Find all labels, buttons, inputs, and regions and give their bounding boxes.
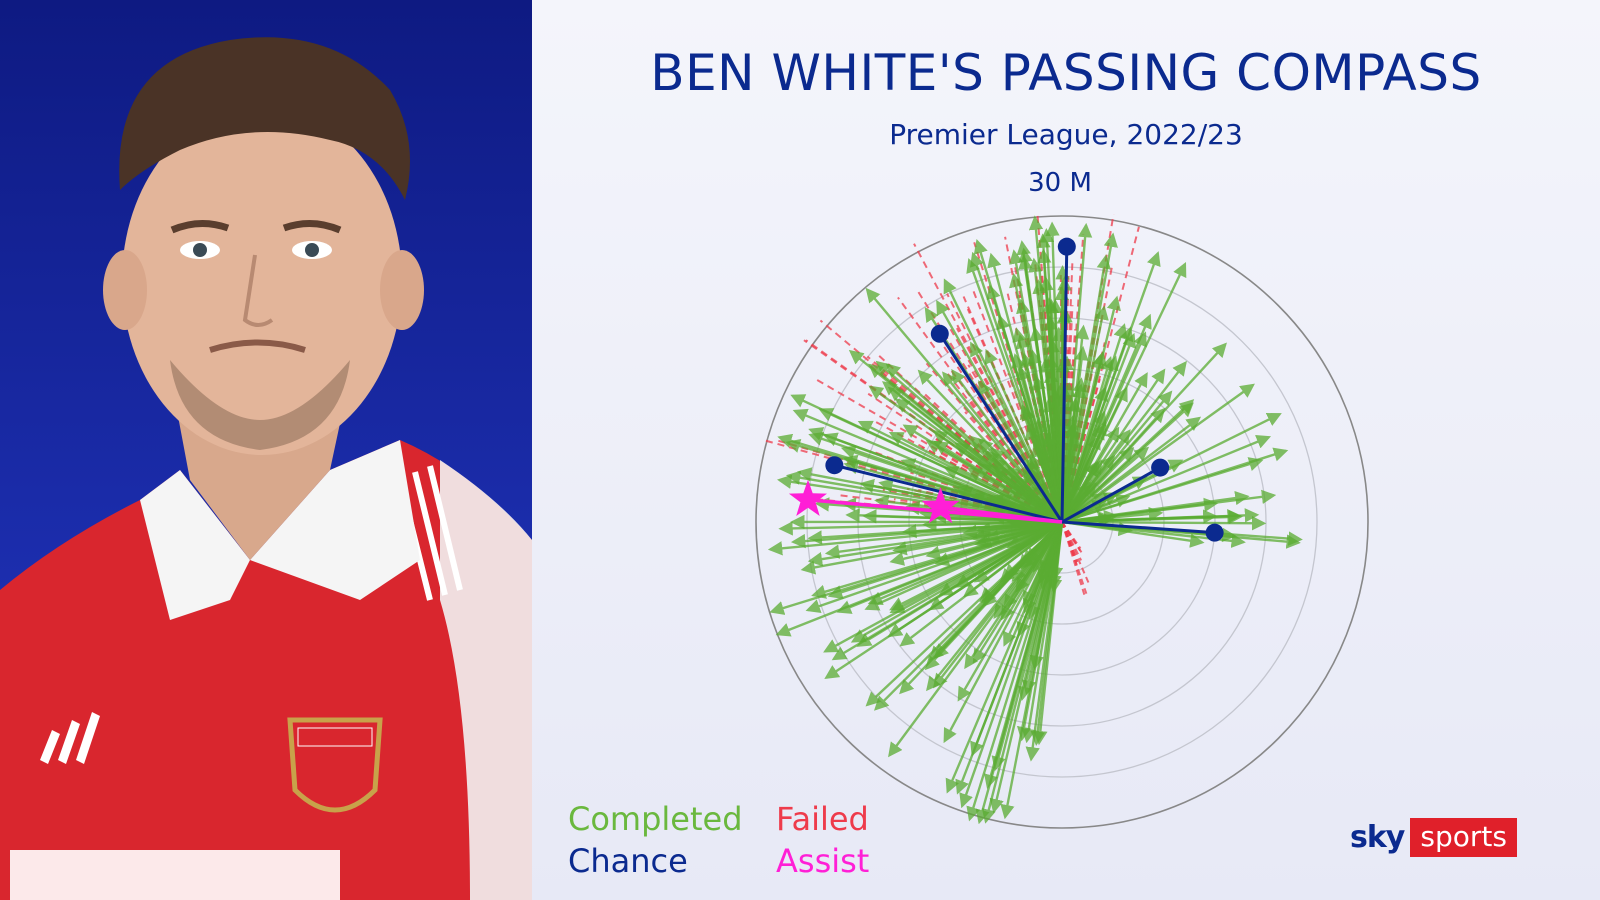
failed-pass-line [897, 296, 1063, 523]
completed-pass-line [1061, 383, 1255, 523]
failed-pass-line [1061, 521, 1079, 563]
chance-pass-line [1061, 466, 1161, 524]
completed-pass-line [889, 520, 1063, 566]
completed-pass-line [868, 385, 1063, 523]
failed-pass-line [924, 393, 1063, 523]
completed-passes [767, 215, 1303, 825]
assist-passes [788, 479, 1063, 524]
completed-pass-line [887, 386, 1063, 523]
completed-pass-line [1006, 520, 1063, 549]
assist-star [921, 487, 960, 524]
completed-pass-line [902, 424, 1063, 524]
legend-chance: Chance [568, 842, 688, 880]
scale-label: 30 M [1028, 168, 1092, 198]
completed-pass-line [1060, 261, 1187, 523]
chance-pass-line [834, 463, 1063, 524]
logo-sports: sports [1410, 817, 1517, 857]
player-portrait-illustration [0, 37, 532, 900]
chance-pass-line [938, 332, 1064, 523]
completed-pass-line [888, 431, 1063, 524]
completed-pass-line [1061, 457, 1264, 524]
chance-pass-dot [930, 324, 949, 343]
chance-pass-dot [1151, 458, 1170, 477]
legend-completed: Completed [568, 800, 743, 838]
completed-pass-line [964, 521, 1063, 670]
completed-pass-line [1022, 521, 1064, 614]
completed-pass-line [767, 520, 1063, 556]
legend-assist: Assist [776, 842, 870, 880]
logo-sky: sky [1350, 819, 1405, 855]
completed-pass-line [824, 520, 1063, 559]
completed-pass-line [957, 521, 1064, 702]
completed-pass-line [926, 521, 1063, 692]
chance-pass-dot [825, 456, 844, 475]
completed-pass-line [836, 520, 1063, 614]
chance-pass-dot [1205, 523, 1224, 542]
completed-pass-line [1000, 521, 1064, 820]
completed-pass-line [1061, 509, 1242, 524]
completed-pass-line [1009, 272, 1064, 523]
completed-pass-line [1017, 521, 1063, 570]
sky-sports-logo: sky sports [1350, 817, 1517, 857]
completed-pass-line [963, 521, 1063, 598]
chance-pass-line [1061, 520, 1215, 535]
failed-pass-line [944, 369, 1063, 523]
completed-pass-line [811, 520, 1063, 599]
completed-pass-line [1039, 227, 1064, 523]
chart-title: BEN WHITE'S PASSING COMPASS [650, 44, 1482, 102]
compass-ring [755, 215, 1369, 829]
completed-pass-line [889, 520, 1063, 614]
completed-pass-line [955, 520, 1063, 588]
completed-pass-line [875, 360, 1063, 523]
completed-pass-line [807, 520, 1063, 545]
failed-pass-line [1061, 521, 1087, 598]
completed-pass-line [1061, 390, 1173, 523]
failed-pass-line [925, 362, 1063, 523]
completed-pass-line [1031, 442, 1064, 523]
failed-pass-line [1061, 521, 1083, 561]
completed-pass-line [1028, 257, 1064, 523]
completed-pass-line [1061, 490, 1250, 524]
completed-pass-line [1060, 326, 1134, 523]
completed-pass-line [822, 432, 1063, 524]
completed-pass-line [917, 369, 1063, 523]
failed-pass-line [1061, 521, 1085, 557]
completed-pass-line [984, 521, 1064, 790]
chance-passes [825, 237, 1224, 542]
completed-pass-line [973, 238, 1064, 523]
assist-pass-line [807, 498, 1063, 524]
assist-star [788, 479, 827, 516]
completed-pass-line [942, 371, 1063, 523]
chance-pass-dot [1057, 237, 1076, 256]
player-photo [0, 0, 532, 900]
completed-pass-line [1061, 413, 1282, 524]
completed-pass-line [966, 521, 1064, 822]
completed-pass-line [1061, 446, 1150, 523]
legend-failed: Failed [776, 800, 869, 838]
chart-subtitle: Premier League, 2022/23 [889, 118, 1243, 151]
completed-pass-line [1060, 460, 1098, 523]
chance-pass-line [1060, 246, 1069, 523]
completed-pass-line [1060, 232, 1118, 523]
completed-pass-line [1061, 360, 1187, 523]
